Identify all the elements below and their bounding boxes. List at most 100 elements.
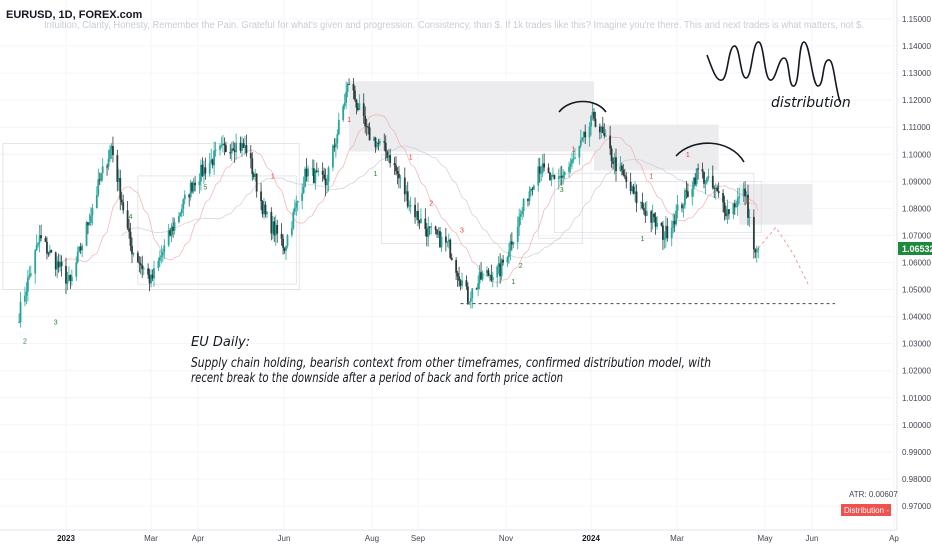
candle-body-152 [332, 145, 334, 168]
candle-body-116 [255, 173, 258, 192]
candle-body-183 [395, 165, 397, 172]
price-tick-0: 1.15000 [902, 15, 931, 24]
candle-body-255 [541, 163, 544, 173]
price-tick-18: 0.97000 [902, 502, 931, 511]
candle-body-144 [314, 170, 317, 184]
candle-body-31 [81, 245, 84, 251]
candle-body-216 [461, 280, 463, 286]
candle-body-24 [68, 275, 70, 280]
candle-body-303 [641, 202, 644, 209]
candle-body-21 [60, 261, 63, 267]
candle-body-87 [198, 181, 201, 186]
time-tick-6: Nov [499, 534, 513, 543]
candle-body-295 [623, 175, 626, 177]
candle-body-57 [136, 252, 139, 263]
candle-body-343 [723, 202, 726, 213]
price-tick-16: 0.99000 [902, 448, 931, 457]
candle-body-291 [615, 157, 617, 172]
candle-body-158 [343, 102, 346, 106]
candle-body-236 [502, 259, 504, 263]
candle-body-257 [547, 167, 550, 173]
candle-body-207 [444, 236, 447, 243]
candle-body-36 [91, 208, 94, 216]
candle-body-333 [703, 171, 705, 184]
candle-body-263 [559, 175, 562, 177]
candle-body-290 [613, 157, 616, 164]
candle-body-296 [625, 176, 628, 182]
candle-body-359 [755, 250, 758, 253]
motto-text: Intuition, Clarity, Honesty, Remember th… [44, 20, 864, 31]
candle-body-182 [393, 163, 396, 166]
time-axis-labels: 2023 Mar Apr Jun Aug Sep Nov 2024 Mar May Jun Ap [57, 534, 899, 543]
candle-body-154 [334, 143, 337, 148]
candle-body-250 [531, 188, 534, 190]
candle-body-115 [254, 173, 257, 177]
candle-body-119 [263, 204, 265, 215]
candle-body-107 [239, 142, 242, 151]
candle-body-259 [550, 174, 553, 180]
time-tick-3: Jun [278, 534, 291, 543]
candle-body-325 [685, 190, 688, 192]
candle-body-227 [486, 270, 488, 274]
note-line-1: Supply chain holding, bearish context fr… [191, 356, 711, 371]
candle-body-260 [552, 174, 554, 176]
candle-body-175 [377, 142, 380, 144]
candle-body-210 [449, 239, 452, 258]
candle-body-318 [672, 220, 675, 228]
time-tick-9: May [757, 534, 772, 543]
candle-body-27 [75, 262, 78, 277]
candle-body-286 [604, 135, 607, 137]
candle-body-19 [57, 261, 60, 268]
candle-body-190 [408, 205, 411, 207]
candle-body-118 [261, 201, 264, 215]
candle-body-241 [512, 242, 515, 245]
candle-body-228 [487, 270, 490, 276]
candle-body-226 [481, 273, 484, 280]
candle-body-208 [446, 241, 449, 243]
candle-body-66 [153, 268, 155, 279]
candle-body-319 [673, 220, 676, 225]
candle-body-347 [732, 203, 735, 214]
candle-body-25 [69, 275, 72, 282]
candle-body-173 [374, 137, 377, 148]
candle-body-230 [490, 275, 493, 281]
candle-body-169 [365, 126, 368, 128]
candle-body-194 [417, 210, 419, 221]
candle-body-121 [266, 211, 268, 215]
candle-body-268 [569, 163, 572, 167]
candle-body-357 [752, 216, 755, 250]
price-tick-13: 1.02000 [902, 367, 931, 376]
candle-body-70 [161, 251, 164, 256]
candle-body-37 [95, 194, 98, 209]
candle-body-90 [202, 167, 205, 176]
candle-body-353 [744, 188, 746, 197]
candle-body-301 [635, 191, 638, 204]
candle-body-150 [326, 181, 328, 186]
candle-body-45 [110, 146, 113, 150]
candle-body-323 [682, 204, 685, 209]
candle-body-229 [488, 275, 491, 277]
candle-body-131 [286, 235, 289, 246]
candle-body-214 [458, 276, 460, 281]
candle-body-351 [738, 196, 741, 199]
candle-body-63 [148, 274, 151, 284]
supply-zone-0 [349, 81, 594, 152]
candle-body-254 [540, 172, 543, 174]
candle-body-55 [131, 246, 133, 255]
candle-body-130 [285, 245, 287, 251]
candle-body-77 [178, 216, 180, 223]
candle-body-75 [172, 226, 174, 231]
candle-body-314 [663, 238, 666, 240]
candle-body-340 [716, 187, 719, 192]
candle-body-62 [147, 268, 150, 275]
candle-body-329 [694, 177, 697, 185]
candle-body-244 [519, 213, 522, 217]
candle-body-251 [532, 185, 535, 190]
candle-body-336 [707, 175, 710, 178]
candle-body-312 [660, 223, 663, 226]
candle-body-78 [179, 213, 182, 217]
candle-body-293 [620, 165, 623, 170]
candle-body-148 [323, 174, 326, 179]
candle-body-225 [480, 272, 482, 280]
